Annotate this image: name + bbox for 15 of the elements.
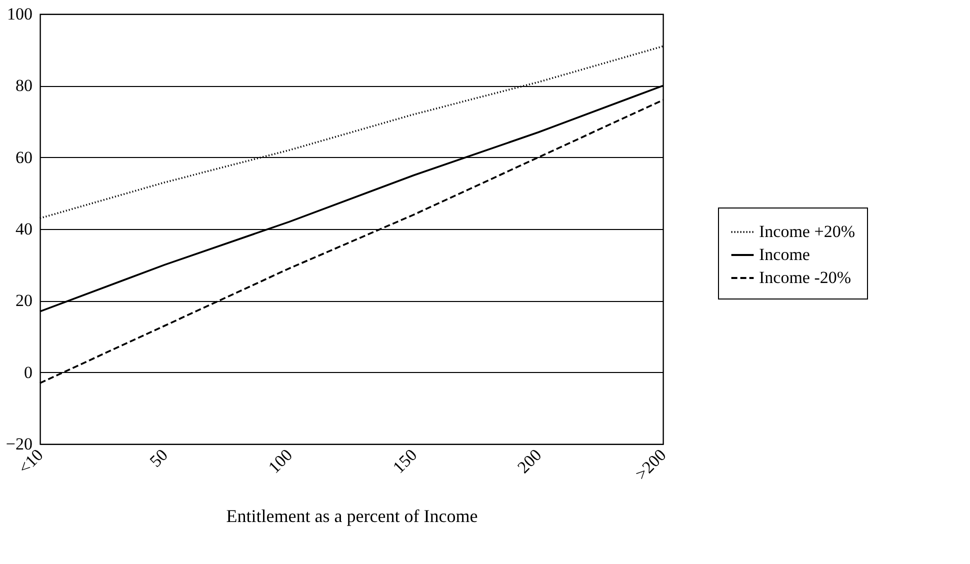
legend-label: Income +20% <box>759 222 855 241</box>
y-tick-label: 100 <box>7 4 32 24</box>
x-axis-title: Entitlement as a percent of Income <box>226 506 478 526</box>
x-tick-label: 50 <box>146 445 172 471</box>
y-tick-label: 0 <box>24 362 32 382</box>
legend-label: Income -20% <box>759 268 852 287</box>
y-tick-label: 60 <box>16 148 32 167</box>
x-tick-label: 150 <box>389 445 421 477</box>
legend-label: Income <box>759 245 810 264</box>
y-tick-label: 80 <box>16 76 32 96</box>
y-tick-label: −20 <box>6 434 32 454</box>
x-tick-label: 200 <box>514 445 546 477</box>
y-tick-label: 40 <box>16 220 32 238</box>
x-tick-label: 100 <box>264 445 296 477</box>
y-tick-label: 20 <box>16 291 32 310</box>
